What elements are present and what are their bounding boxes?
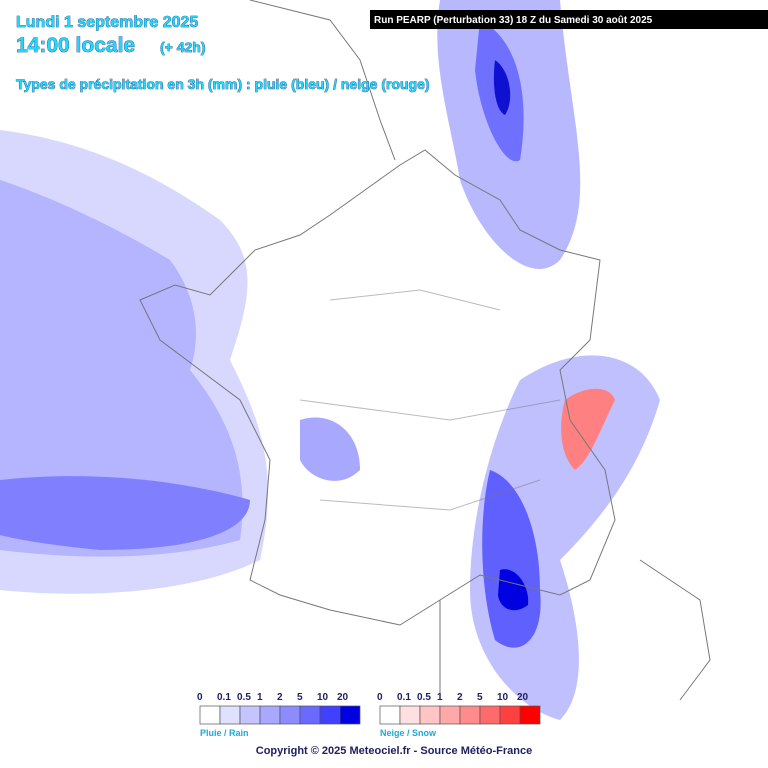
copyright: Copyright © 2025 Meteociel.fr - Source M… — [256, 745, 532, 757]
legend-label: 0.1 — [397, 692, 411, 703]
rain-area — [0, 180, 243, 557]
legend-swatch — [379, 705, 401, 725]
run-box — [370, 10, 768, 29]
legend-label: 1 — [437, 692, 443, 703]
snow-area — [561, 388, 615, 470]
rain-area — [300, 417, 360, 481]
legend-label: 2 — [277, 692, 283, 703]
legend-swatch — [459, 705, 481, 725]
rain-area — [498, 569, 529, 611]
borders — [139, 0, 711, 701]
lead-time: (+ 42h) — [160, 39, 206, 55]
legend-swatch — [439, 705, 461, 725]
rain-area — [493, 60, 511, 115]
legend-swatch — [419, 705, 441, 725]
legend-caption: Pluie / Rain — [200, 728, 249, 738]
legend-swatch — [319, 705, 341, 725]
legend-label: 0.5 — [417, 692, 431, 703]
legend-label: 0 — [197, 692, 203, 703]
legend-label: 1 — [257, 692, 263, 703]
legend-swatch — [259, 705, 281, 725]
region-border — [299, 289, 561, 511]
date: Lundi 1 septembre 2025 — [16, 14, 198, 31]
legend-label: 10 — [317, 692, 329, 703]
legend-label: 2 — [457, 692, 463, 703]
legend-label: 20 — [337, 692, 349, 703]
legend-swatch — [199, 705, 221, 725]
legend: 0 0.1 0.5 1 2 5 10 20 Pluie / Rain 0 0.1 0.5 1 2 5 10 20… — [197, 692, 541, 738]
precipitation — [0, 0, 660, 720]
legend-swatch — [399, 705, 421, 725]
legend-label: 5 — [297, 692, 303, 703]
legend-swatch — [239, 705, 261, 725]
legend-label: 0 — [377, 692, 383, 703]
subtitle: Types de précipitation en 3h (mm) : plui… — [16, 76, 430, 92]
legend-label: 10 — [497, 692, 509, 703]
france-outline — [139, 149, 616, 626]
legend-swatch — [519, 705, 541, 725]
legend-swatch — [299, 705, 321, 725]
time: 14:00 locale — [16, 34, 135, 57]
legend-label: 5 — [477, 692, 483, 703]
legend-swatch — [339, 705, 361, 725]
legend-label: 0.1 — [217, 692, 231, 703]
legend-caption: Neige / Snow — [380, 728, 437, 738]
legend-swatch — [479, 705, 501, 725]
legend-swatch — [279, 705, 301, 725]
legend-swatch — [219, 705, 241, 725]
legend-label: 0.5 — [237, 692, 251, 703]
run-info: Run PEARP (Perturbation 33) 18 Z du Same… — [374, 15, 653, 26]
legend-swatch — [499, 705, 521, 725]
coastline — [439, 559, 711, 701]
rain-area — [0, 476, 250, 550]
legend-label: 20 — [517, 692, 529, 703]
coastline — [249, 0, 396, 161]
